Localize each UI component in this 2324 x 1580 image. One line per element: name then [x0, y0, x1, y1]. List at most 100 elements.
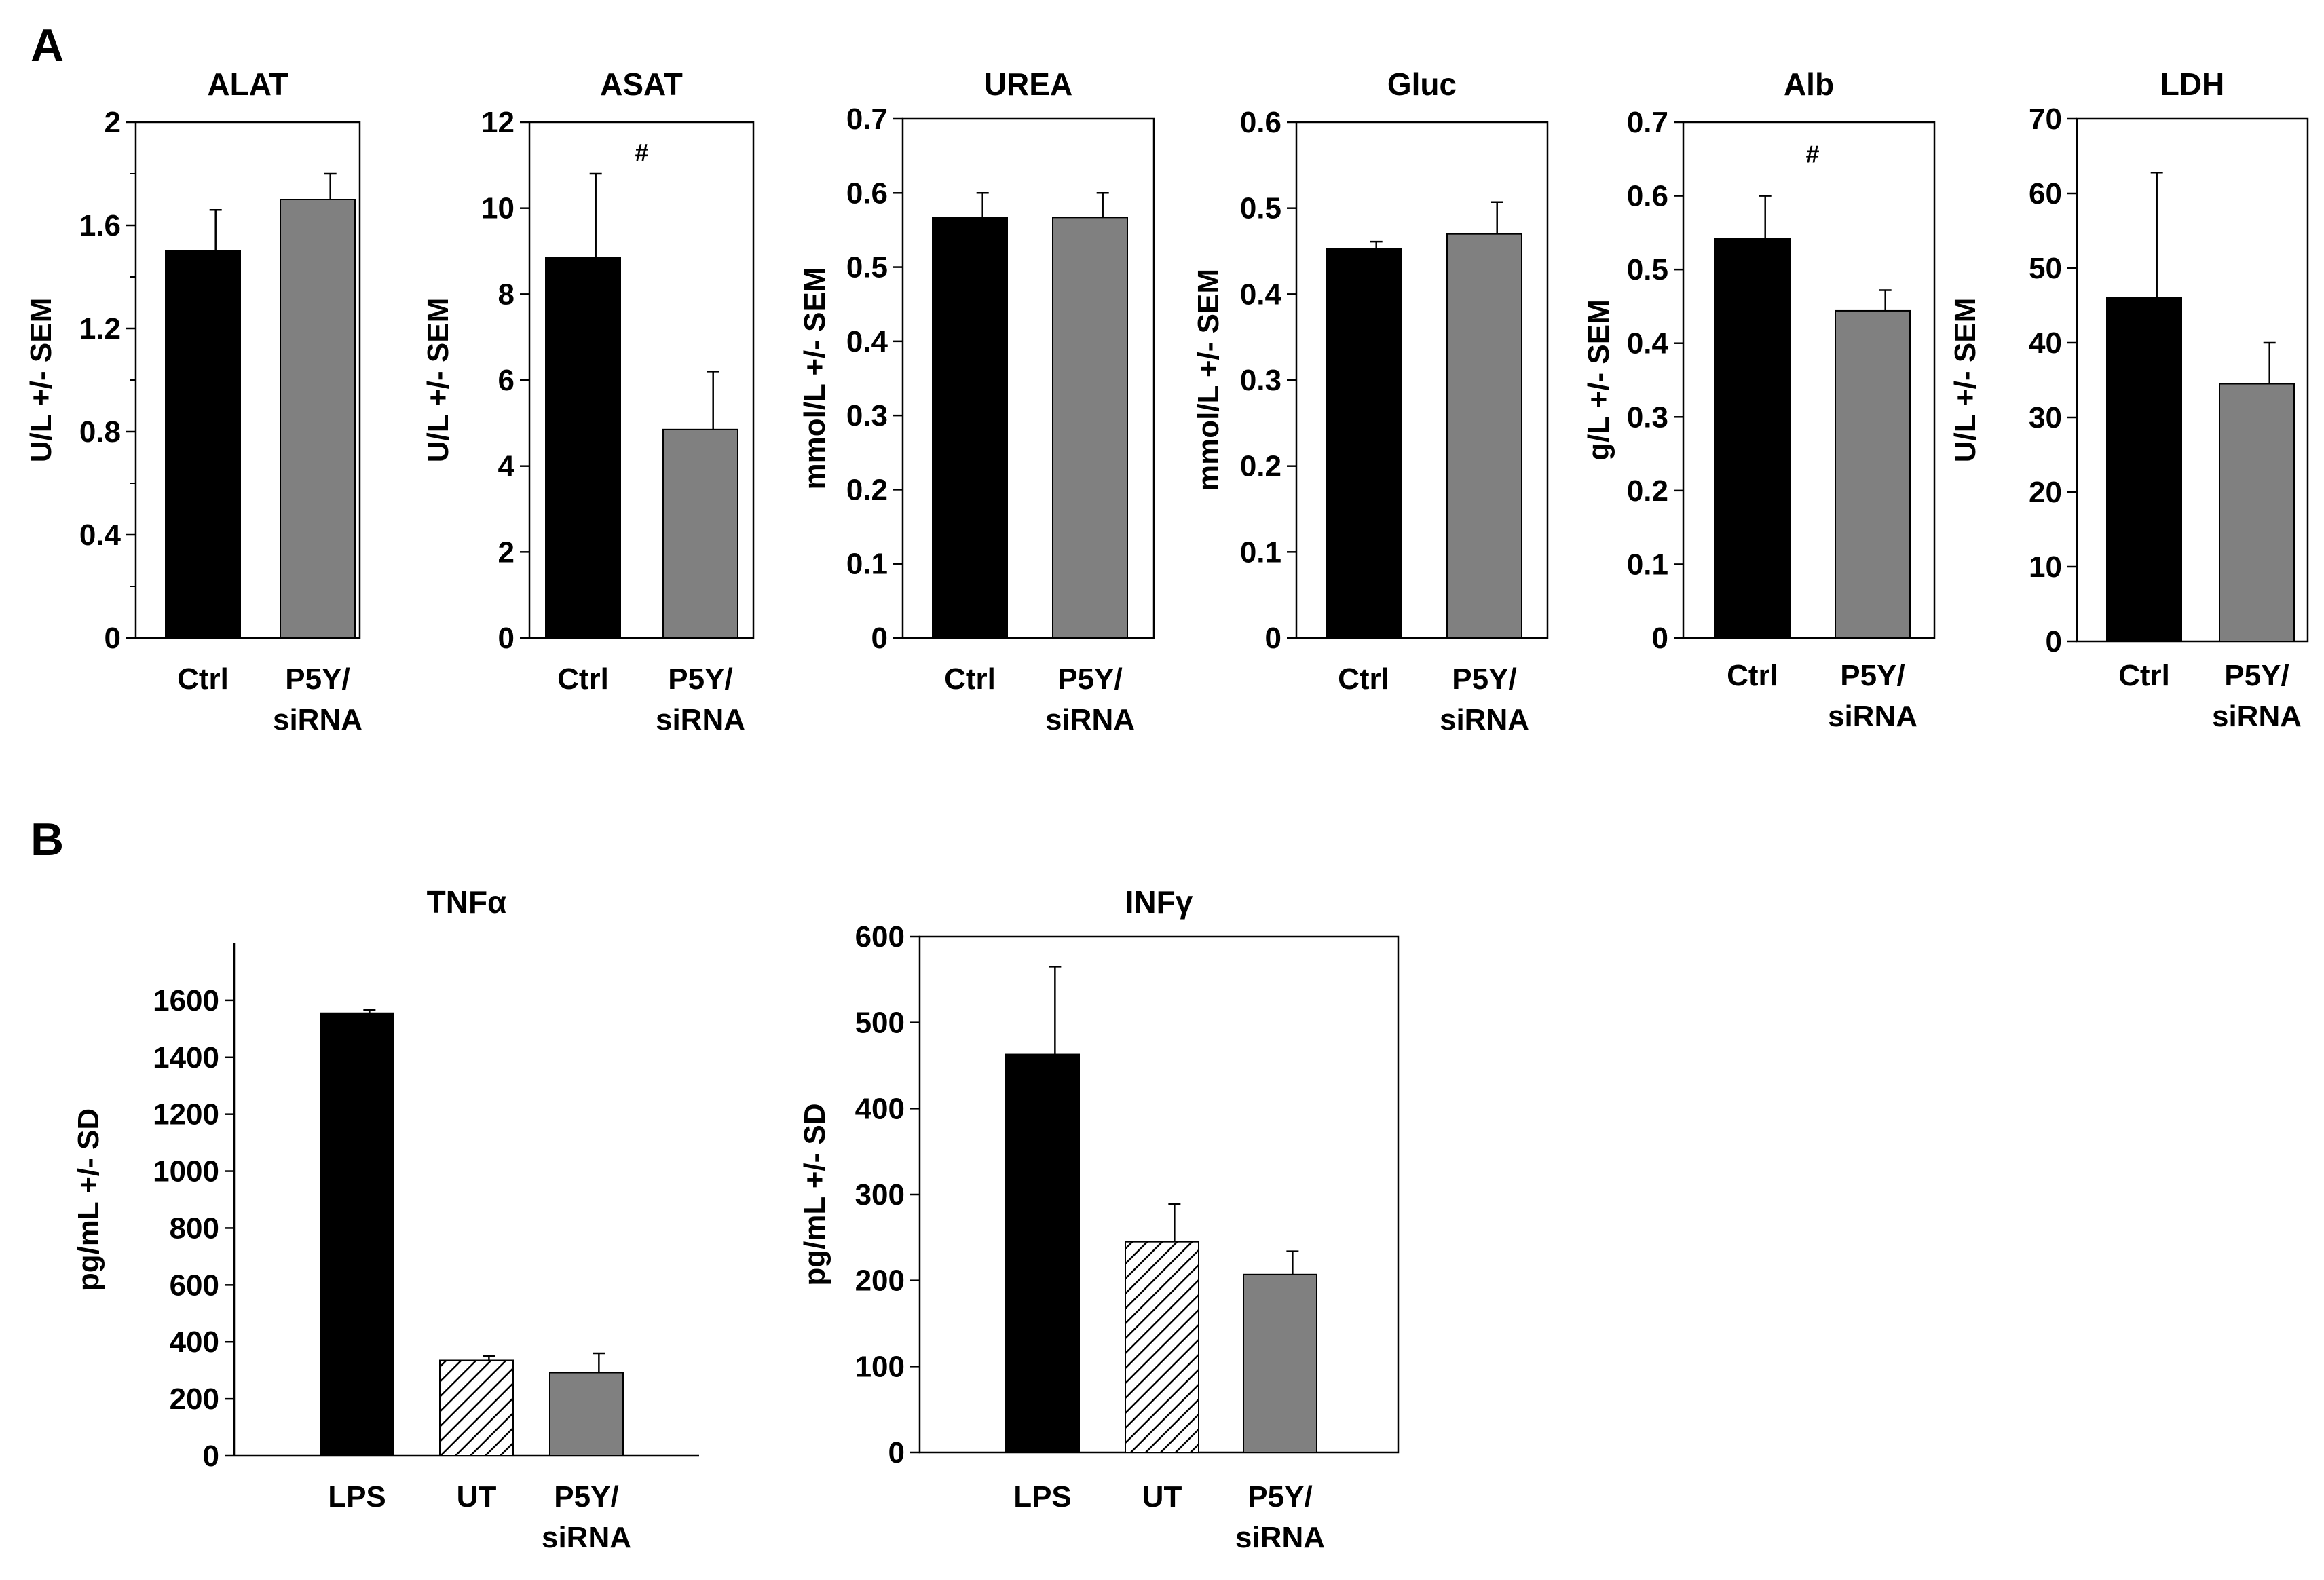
- y-tick-label: 6: [498, 364, 514, 397]
- y-tick-label: 300: [855, 1178, 905, 1211]
- category-label: siRNA: [656, 703, 745, 736]
- bar: [1446, 233, 1522, 639]
- category-label: P5Y/: [1057, 662, 1122, 696]
- y-tick-label: 0.7: [1627, 106, 1668, 139]
- y-tick-label: 1.6: [79, 209, 121, 242]
- bar: [1243, 1273, 1317, 1454]
- bar: [549, 1372, 624, 1456]
- y-tick-label: 60: [2029, 177, 2062, 210]
- category-label: P5Y/: [2224, 659, 2289, 692]
- category-label: Ctrl: [1727, 659, 1778, 692]
- bar: [280, 199, 356, 639]
- y-tick-label: 100: [855, 1350, 905, 1383]
- category-label: LPS: [1013, 1480, 1072, 1513]
- y-tick-label: 8: [498, 278, 514, 311]
- category-label: siRNA: [1440, 703, 1529, 736]
- y-tick-label: 600: [855, 920, 905, 954]
- bar: [545, 257, 621, 639]
- y-tick-label: 0.8: [79, 415, 121, 449]
- significance-marker: #: [1805, 140, 1819, 168]
- bar: [165, 250, 241, 639]
- y-tick-label: 0.1: [846, 548, 888, 581]
- y-tick-label: 0.4: [79, 519, 121, 552]
- y-tick-label: 0.6: [846, 176, 888, 210]
- y-tick-label: 0.1: [1627, 548, 1668, 581]
- y-tick-label: 0: [2046, 625, 2062, 658]
- y-tick-label: 0.6: [1627, 180, 1668, 213]
- significance-marker: #: [635, 138, 648, 166]
- y-tick-label: 0: [105, 622, 121, 655]
- category-label: siRNA: [542, 1521, 631, 1554]
- y-tick-label: 2: [498, 535, 514, 569]
- category-label: Ctrl: [944, 662, 996, 696]
- y-tick-label: 0.6: [1240, 106, 1281, 139]
- y-tick-label: 0: [1265, 622, 1281, 655]
- y-axis-label: U/L +/- SEM: [421, 298, 455, 462]
- y-tick-label: 1200: [153, 1098, 219, 1131]
- y-axis-label: mmol/L +/- SEM: [798, 267, 831, 489]
- y-tick-label: 1400: [153, 1041, 219, 1074]
- y-tick-label: 20: [2029, 476, 2062, 509]
- y-tick-label: 10: [2029, 550, 2062, 584]
- category-label: Ctrl: [2118, 659, 2170, 692]
- y-tick-label: 0.3: [846, 399, 888, 432]
- category-label: P5Y/: [1452, 662, 1516, 696]
- y-tick-label: 0.2: [846, 473, 888, 506]
- category-label: siRNA: [1235, 1521, 1325, 1554]
- chart-alat: 0 0.4 0.8 1.2 1.6 2 ALAT U/L +/- SEM Ctrl P5Y/siR…: [24, 67, 362, 736]
- y-tick-label: 0: [203, 1440, 219, 1473]
- plot-frame: [901, 117, 1155, 639]
- category-label: siRNA: [1045, 703, 1135, 736]
- chart-title: INFγ: [1125, 884, 1193, 920]
- bar: [2106, 297, 2182, 642]
- category-label: P5Y/: [1840, 659, 1905, 692]
- y-tick-label: 0.3: [1627, 400, 1668, 434]
- y-tick-label: 0.3: [1240, 364, 1281, 397]
- chart-title: LDH: [2160, 67, 2225, 102]
- category-label: siRNA: [1828, 700, 1917, 733]
- y-tick-label: 40: [2029, 326, 2062, 360]
- y-tick-label: 0.4: [846, 325, 888, 358]
- y-tick-label: 2: [105, 106, 121, 139]
- plot-frame: [2076, 117, 2309, 643]
- chart-title: TNFα: [427, 884, 507, 920]
- y-axis-label: mmol/L +/- SEM: [1192, 269, 1225, 491]
- plot-frame: [1682, 121, 1936, 639]
- category-label: UT: [1142, 1480, 1182, 1513]
- bar: [320, 1012, 394, 1456]
- y-tick-label: 4: [498, 450, 515, 483]
- y-tick-label: 1000: [153, 1155, 219, 1188]
- chart-title: UREA: [984, 67, 1072, 102]
- category-label: siRNA: [273, 703, 362, 736]
- y-tick-label: 70: [2029, 102, 2062, 136]
- y-tick-label: 500: [855, 1007, 905, 1040]
- category-label: siRNA: [2212, 700, 2302, 733]
- y-tick-label: 0.2: [1240, 450, 1281, 483]
- y-tick-label: 800: [170, 1211, 219, 1245]
- bar: [439, 1359, 514, 1456]
- chart-ldh: 0 10 20 30 40 50 60 70 LDH U/L +/- SEM Ctrl P5Y/siR…: [1949, 67, 2309, 733]
- chart-title: ALAT: [207, 67, 288, 102]
- chart-urea: 0 0.1 0.2 0.3 0.4 0.5 0.6 0.7 UREA mmol/L +/- SEM…: [798, 67, 1155, 736]
- chart-title: Alb: [1784, 67, 1834, 102]
- y-tick-label: 0.1: [1240, 535, 1281, 569]
- y-tick-label: 30: [2029, 401, 2062, 434]
- y-axis-label: U/L +/- SEM: [1949, 298, 1982, 462]
- bar: [1125, 1241, 1199, 1453]
- bar: [1714, 238, 1791, 639]
- category-label: P5Y/: [554, 1480, 618, 1513]
- y-tick-label: 0: [498, 622, 514, 655]
- y-axis-label: pg/mL +/- SD: [798, 1103, 831, 1285]
- chart-asat: 0 2 4 6 8 10 12 ASAT U/L +/- SEM Ctrl P5Y/siRNA #: [421, 67, 755, 736]
- chart-title: ASAT: [600, 67, 683, 102]
- y-tick-label: 200: [170, 1382, 219, 1416]
- y-tick-label: 200: [855, 1264, 905, 1298]
- bar: [1326, 248, 1402, 639]
- category-label: Ctrl: [1338, 662, 1389, 696]
- chart-inf: 0 100 200 300 400 500 600 INFγ pg/mL +/- SD LPS UT…: [798, 884, 1400, 1554]
- y-tick-label: 1.2: [79, 312, 121, 345]
- bar: [662, 428, 738, 639]
- panel-letter-a: A: [31, 20, 64, 71]
- y-tick-label: 0.4: [1627, 327, 1669, 360]
